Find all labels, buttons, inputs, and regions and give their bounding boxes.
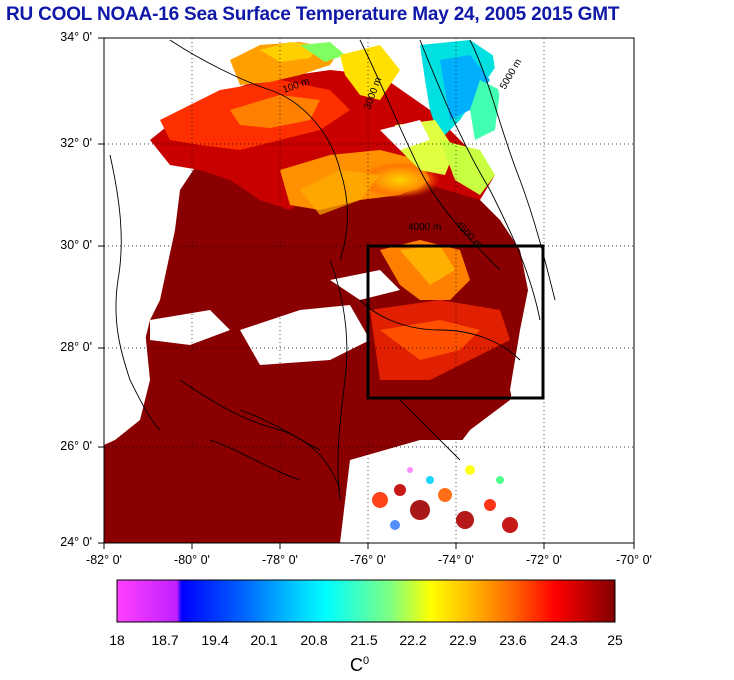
colorbar-label: 21.5 (350, 632, 378, 648)
lon-tick-label: -72° 0' (526, 553, 562, 567)
lon-tick-label: -82° 0' (86, 553, 122, 567)
lat-tick-label: 34° 0' (60, 30, 92, 44)
colorbar-unit-base: C (350, 655, 363, 675)
study-area-box (366, 244, 545, 400)
lon-tick-label: -78° 0' (262, 553, 298, 567)
colorbar-label: 23.6 (499, 632, 527, 648)
colorbar-unit-sup: 0 (363, 655, 370, 667)
contour-label: 4000 m (408, 222, 441, 233)
colorbar-label: 25 (607, 632, 623, 648)
colorbar-label: 22.2 (399, 632, 427, 648)
lat-tick-label: 28° 0' (60, 340, 92, 354)
axis-ticks (98, 37, 635, 549)
colorbar-label: 19.4 (201, 632, 229, 648)
colorbar-label: 18.7 (151, 632, 179, 648)
lon-tick-label: -70° 0' (616, 553, 652, 567)
colorbar-label: 20.1 (250, 632, 278, 648)
colorbar-label: 20.8 (300, 632, 328, 648)
sst-field (104, 38, 634, 543)
contour-lines (109, 39, 556, 501)
lon-tick-label: -76° 0' (350, 553, 386, 567)
colorbar-label: 24.3 (550, 632, 578, 648)
lat-tick-label: 32° 0' (60, 136, 92, 150)
lon-tick-label: -80° 0' (174, 553, 210, 567)
map-title: RU COOL NOAA-16 Sea Surface Temperature … (6, 4, 620, 25)
colorbar-label: 18 (109, 632, 125, 648)
lon-tick-label: -74° 0' (438, 553, 474, 567)
colorbar-unit: C0 (350, 655, 369, 676)
lat-tick-label: 30° 0' (60, 238, 92, 252)
lat-tick-label: 26° 0' (60, 439, 92, 453)
lat-tick-label: 24° 0' (60, 535, 92, 549)
colorbar-label: 22.9 (449, 632, 477, 648)
colorbar (116, 579, 616, 623)
